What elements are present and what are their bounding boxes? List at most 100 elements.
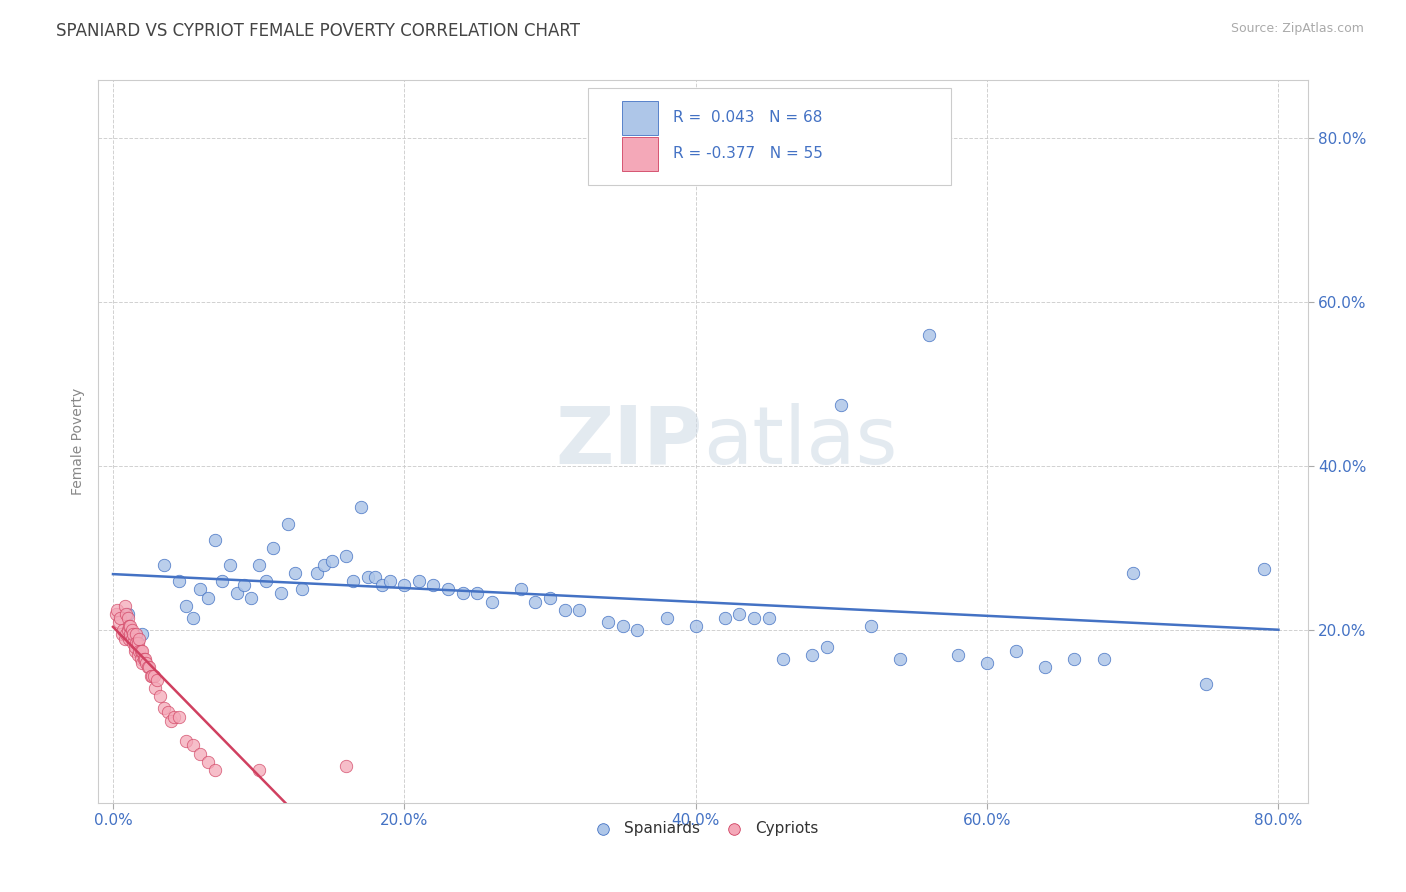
- Point: [139, 668, 162, 682]
- Point: [655, 611, 678, 625]
- Point: [131, 657, 153, 671]
- Point: [114, 599, 136, 613]
- Point: [129, 652, 152, 666]
- Point: [758, 611, 780, 625]
- Point: [815, 640, 838, 654]
- Point: [204, 763, 226, 777]
- Point: [946, 648, 969, 662]
- Point: [859, 619, 882, 633]
- Point: [1063, 652, 1085, 666]
- Point: [335, 549, 357, 564]
- Point: [247, 558, 270, 572]
- Point: [167, 574, 190, 588]
- Point: [204, 533, 226, 547]
- Text: R =  0.043   N = 68: R = 0.043 N = 68: [672, 111, 823, 126]
- Point: [153, 701, 176, 715]
- Point: [141, 668, 163, 682]
- Point: [1122, 566, 1144, 580]
- Point: [568, 603, 591, 617]
- Point: [1092, 652, 1115, 666]
- Point: [772, 652, 794, 666]
- Point: [364, 570, 387, 584]
- Point: [145, 673, 167, 687]
- Point: [160, 714, 183, 728]
- Point: [112, 624, 135, 638]
- Point: [129, 644, 152, 658]
- Point: [110, 611, 132, 625]
- Point: [181, 739, 204, 753]
- Point: [270, 586, 292, 600]
- Text: R = -0.377   N = 55: R = -0.377 N = 55: [672, 146, 823, 161]
- Point: [481, 594, 503, 608]
- Point: [509, 582, 531, 597]
- Point: [122, 627, 145, 641]
- Point: [598, 615, 620, 630]
- Point: [247, 763, 270, 777]
- Point: [108, 615, 131, 630]
- Point: [135, 657, 157, 671]
- Point: [181, 611, 204, 625]
- Point: [190, 582, 212, 597]
- Point: [127, 636, 149, 650]
- Point: [131, 627, 153, 641]
- Point: [115, 627, 138, 641]
- Point: [889, 652, 911, 666]
- Point: [1253, 562, 1275, 576]
- Point: [394, 578, 416, 592]
- Point: [117, 611, 139, 625]
- Point: [127, 648, 149, 662]
- Point: [240, 591, 263, 605]
- Point: [211, 574, 233, 588]
- Point: [174, 734, 197, 748]
- Point: [305, 566, 328, 580]
- Point: [118, 632, 141, 646]
- Point: [122, 636, 145, 650]
- Point: [254, 574, 277, 588]
- Point: [378, 574, 401, 588]
- Point: [1194, 677, 1216, 691]
- FancyBboxPatch shape: [621, 136, 658, 171]
- Point: [111, 627, 134, 641]
- Point: [120, 627, 142, 641]
- Point: [830, 398, 852, 412]
- Point: [167, 709, 190, 723]
- Point: [538, 591, 561, 605]
- FancyBboxPatch shape: [621, 101, 658, 136]
- Point: [350, 500, 373, 515]
- Point: [157, 706, 180, 720]
- Point: [371, 578, 394, 592]
- Point: [163, 709, 186, 723]
- Y-axis label: Female Poverty: Female Poverty: [70, 388, 84, 495]
- Point: [197, 755, 219, 769]
- Point: [132, 652, 155, 666]
- Point: [342, 574, 364, 588]
- FancyBboxPatch shape: [588, 87, 950, 185]
- Point: [554, 603, 576, 617]
- Point: [262, 541, 284, 556]
- Point: [321, 553, 343, 567]
- Point: [105, 603, 128, 617]
- Point: [918, 327, 941, 342]
- Point: [136, 660, 159, 674]
- Text: atlas: atlas: [703, 402, 897, 481]
- Point: [120, 619, 142, 633]
- Point: [104, 607, 127, 621]
- Point: [685, 619, 707, 633]
- Legend: Spaniards, Cypriots: Spaniards, Cypriots: [581, 815, 825, 842]
- Point: [134, 652, 156, 666]
- Point: [612, 619, 634, 633]
- Point: [124, 640, 146, 654]
- Point: [976, 657, 998, 671]
- Point: [124, 644, 146, 658]
- Point: [125, 627, 148, 641]
- Point: [626, 624, 648, 638]
- Text: ZIP: ZIP: [555, 402, 703, 481]
- Point: [138, 660, 160, 674]
- Point: [128, 644, 150, 658]
- Point: [117, 624, 139, 638]
- Point: [801, 648, 824, 662]
- Point: [225, 586, 247, 600]
- Point: [357, 570, 380, 584]
- Point: [1005, 644, 1028, 658]
- Point: [117, 607, 139, 621]
